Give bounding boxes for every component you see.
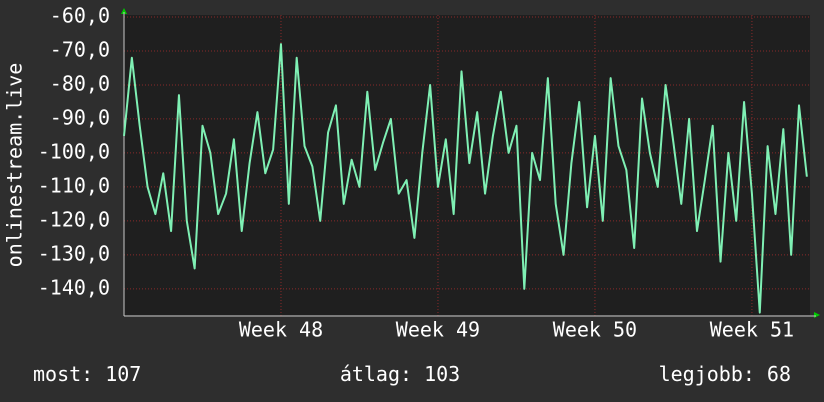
stat: most: 107 xyxy=(33,362,141,386)
axis-arrow xyxy=(121,8,127,14)
y-tick-label: -70,0 xyxy=(50,37,110,61)
x-tick-label: Week 48 xyxy=(239,318,323,342)
x-tick-label: Week 51 xyxy=(710,318,794,342)
stat-label: most: xyxy=(33,362,93,386)
stat-value: 103 xyxy=(424,362,460,386)
x-tick-label: Week 50 xyxy=(553,318,637,342)
stat: legjobb: 68 xyxy=(659,362,791,386)
y-tick-label: -110,0 xyxy=(38,173,110,197)
stat-value: 107 xyxy=(105,362,141,386)
y-tick-label: -80,0 xyxy=(50,71,110,95)
stat: átlag: 103 xyxy=(340,362,460,386)
y-tick-label: -60,0 xyxy=(50,4,110,28)
y-axis-label: onlinestream.live xyxy=(3,63,27,268)
plot-area xyxy=(124,15,810,315)
stat-value: 68 xyxy=(767,362,791,386)
data-line xyxy=(123,43,808,314)
axis-arrow xyxy=(814,312,820,318)
y-tick-label: -120,0 xyxy=(38,207,110,231)
y-tick-label: -100,0 xyxy=(38,139,110,163)
stat-label: átlag: xyxy=(340,362,412,386)
y-tick-label: -90,0 xyxy=(50,105,110,129)
x-tick-label: Week 49 xyxy=(396,318,480,342)
y-tick-label: -130,0 xyxy=(38,241,110,265)
y-tick-label: -140,0 xyxy=(38,275,110,299)
stat-label: legjobb: xyxy=(659,362,755,386)
